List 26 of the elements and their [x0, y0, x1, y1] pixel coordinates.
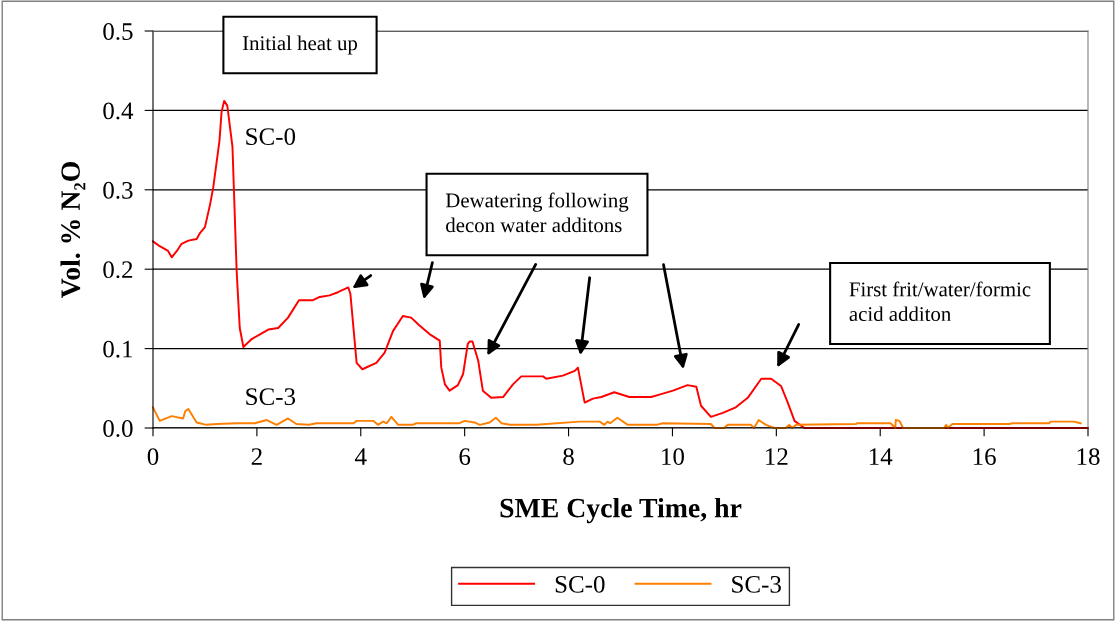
annotation: Initial heat up	[242, 35, 358, 55]
x-tick-label: 16	[973, 448, 996, 466]
x-tick-label: 10	[662, 448, 684, 466]
x-tick-label: 18	[1077, 448, 1100, 466]
x-tick-label: 14	[869, 448, 893, 465]
annotation: Dewatering following decon water additons	[445, 192, 629, 233]
x-tick-label: 4	[355, 448, 367, 465]
line-series	[152, 406, 1082, 429]
x-tick-label: 0	[147, 448, 159, 466]
x-tick-label: 12	[766, 448, 788, 465]
y-tick-label: 0.1	[103, 340, 133, 358]
legend-label: SC-3	[732, 575, 781, 593]
x-tick-label: 2	[251, 448, 262, 465]
text: SC-3	[246, 388, 296, 406]
y-tick-label: 0.0	[103, 420, 133, 438]
legend-label: SC-0	[555, 575, 605, 593]
y-tick-label: 0.5	[103, 23, 133, 41]
y-tick-label: 0.2	[103, 261, 133, 279]
annotation: First frit/water/formic acid additon	[849, 281, 1031, 322]
y-axis-title: Vol. % N₂O	[60, 161, 86, 299]
x-tick-label: 6	[459, 448, 471, 466]
y-tick-label: 0.3	[103, 181, 133, 199]
y-tick-label: 0.4	[103, 102, 134, 120]
x-tick-label: 8	[563, 448, 574, 466]
x-axis-title: SME Cycle Time, hr	[500, 497, 742, 524]
text: SC-0	[246, 128, 296, 146]
